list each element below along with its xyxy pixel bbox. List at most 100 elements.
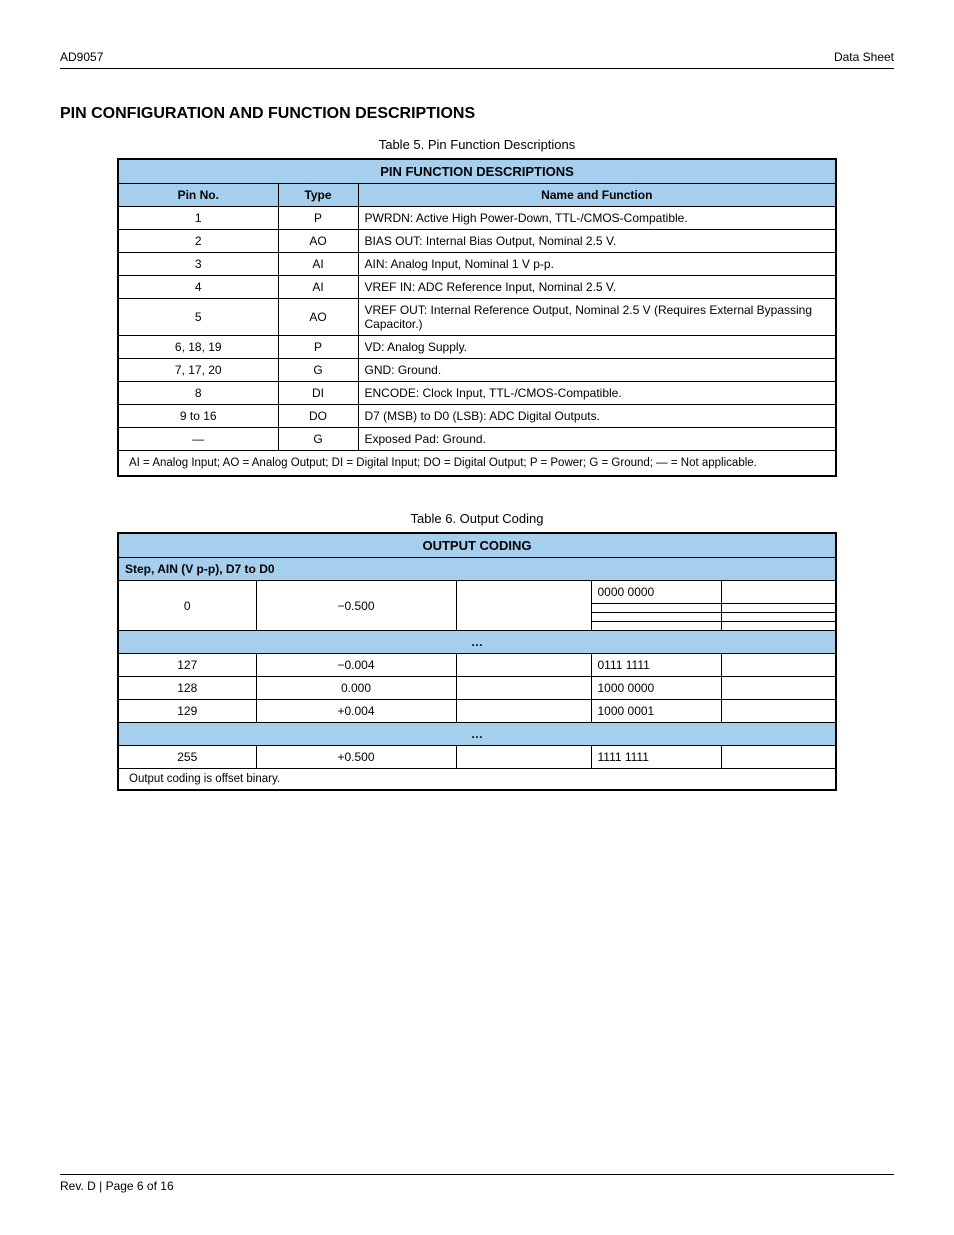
cell-pin: 3 [118,253,278,276]
table-row: 3AIAIN: Analog Input, Nominal 1 V p-p. [118,253,836,276]
table-row: 1PPWRDN: Active High Power-Down, TTL-/CM… [118,207,836,230]
page-footer: Rev. D | Page 6 of 16 [60,1174,894,1193]
table1-footnote: AI = Analog Input; AO = Analog Output; D… [118,451,836,477]
cell-pin: 9 to 16 [118,405,278,428]
cell-desc: VD: Analog Supply. [358,336,836,359]
cell-type: G [278,428,358,451]
cell-cond [456,746,591,769]
cell-desc: PWRDN: Active High Power-Down, TTL-/CMOS… [358,207,836,230]
table-row: 7, 17, 20GGND: Ground. [118,359,836,382]
cell-value [721,604,836,613]
cell-param: 129 [118,700,256,723]
cell-type: P [278,336,358,359]
cell-param: 255 [118,746,256,769]
cell-pin: 7, 17, 20 [118,359,278,382]
table-row: 1280.000 1000 0000 [118,677,836,700]
table1-caption: Table 5. Pin Function Descriptions [60,137,894,152]
table-row: —GExposed Pad: Ground. [118,428,836,451]
cell-cond [456,654,591,677]
footer-rule [60,1174,894,1175]
cell-param: 128 [118,677,256,700]
cell-type: DO [278,405,358,428]
footer-left: Rev. D | Page 6 of 16 [60,1179,174,1193]
output-coding-table: OUTPUT CODING Step, AIN (V p-p), D7 to D… [117,532,837,791]
cell-pin: 1 [118,207,278,230]
cell-key: 0111 1111 [591,654,721,677]
cell-key [591,613,721,622]
table2-title: OUTPUT CODING [118,533,836,558]
section-title: PIN CONFIGURATION AND FUNCTION DESCRIPTI… [60,105,894,123]
cell-desc: AIN: Analog Input, Nominal 1 V p-p. [358,253,836,276]
pin-function-table: PIN FUNCTION DESCRIPTIONS Pin No. Type N… [117,158,837,477]
cell-desc: +0.500 [256,746,456,769]
cell-desc: 0.000 [256,677,456,700]
table-row: 2AOBIAS OUT: Internal Bias Output, Nomin… [118,230,836,253]
cell-desc: D7 (MSB) to D0 (LSB): ADC Digital Output… [358,405,836,428]
table-row: 9 to 16DOD7 (MSB) to D0 (LSB): ADC Digit… [118,405,836,428]
cell-pin: 6, 18, 19 [118,336,278,359]
section-label: … [118,631,836,654]
cell-pin: 8 [118,382,278,405]
cell-pin: — [118,428,278,451]
cell-desc: VREF IN: ADC Reference Input, Nominal 2.… [358,276,836,299]
cell-desc: Exposed Pad: Ground. [358,428,836,451]
cell-desc: VREF OUT: Internal Reference Output, Nom… [358,299,836,336]
cell-key: 0000 0000 [591,581,721,604]
cell-type: DI [278,382,358,405]
cell-cond [456,677,591,700]
cell-desc: −0.004 [256,654,456,677]
cell-type: AI [278,276,358,299]
header-right: Data Sheet [834,50,894,64]
cell-value [721,654,836,677]
cell-value [721,746,836,769]
cell-type: AI [278,253,358,276]
page-header: AD9057 Data Sheet [60,50,894,64]
table2-section: … [118,631,836,654]
table-row: 5AOVREF OUT: Internal Reference Output, … [118,299,836,336]
cell-key [591,604,721,613]
cell-pin: 4 [118,276,278,299]
table-row: 129+0.004 1000 0001 [118,700,836,723]
cell-key: 1111 1111 [591,746,721,769]
cell-value [721,677,836,700]
cell-key [591,622,721,631]
header-left: AD9057 [60,50,103,64]
cell-desc: ENCODE: Clock Input, TTL-/CMOS-Compatibl… [358,382,836,405]
cell-key: 1000 0000 [591,677,721,700]
cell-value [721,613,836,622]
page: AD9057 Data Sheet PIN CONFIGURATION AND … [0,0,954,1235]
table-row: 6, 18, 19PVD: Analog Supply. [118,336,836,359]
cell-value [721,622,836,631]
cell-type: P [278,207,358,230]
cell-type: G [278,359,358,382]
cell-pin: 2 [118,230,278,253]
cell-desc: +0.004 [256,700,456,723]
section-label: … [118,723,836,746]
cell-param: 0 [118,581,256,631]
cell-desc: GND: Ground. [358,359,836,382]
cell-type: AO [278,299,358,336]
table2-caption: Table 6. Output Coding [60,511,894,526]
cell-cond [456,581,591,631]
table-row: 0−0.5000000 0000 [118,581,836,604]
table1-col0: Pin No. [118,184,278,207]
cell-desc: −0.500 [256,581,456,631]
table-row: 127−0.004 0111 1111 [118,654,836,677]
table-row: 4AIVREF IN: ADC Reference Input, Nominal… [118,276,836,299]
table2-footnote: Output coding is offset binary. [118,769,836,791]
cell-param: 127 [118,654,256,677]
cell-cond [456,700,591,723]
table1-title: PIN FUNCTION DESCRIPTIONS [118,159,836,184]
table-row: 8DIENCODE: Clock Input, TTL-/CMOS-Compat… [118,382,836,405]
table2-section: … [118,723,836,746]
table1-col2: Name and Function [358,184,836,207]
table1-col1: Type [278,184,358,207]
cell-pin: 5 [118,299,278,336]
table2-sub: Step, AIN (V p-p), D7 to D0 [118,558,836,581]
cell-type: AO [278,230,358,253]
cell-desc: BIAS OUT: Internal Bias Output, Nominal … [358,230,836,253]
cell-key: 1000 0001 [591,700,721,723]
cell-value [721,581,836,604]
table-row: 255+0.500 1111 1111 [118,746,836,769]
cell-value [721,700,836,723]
